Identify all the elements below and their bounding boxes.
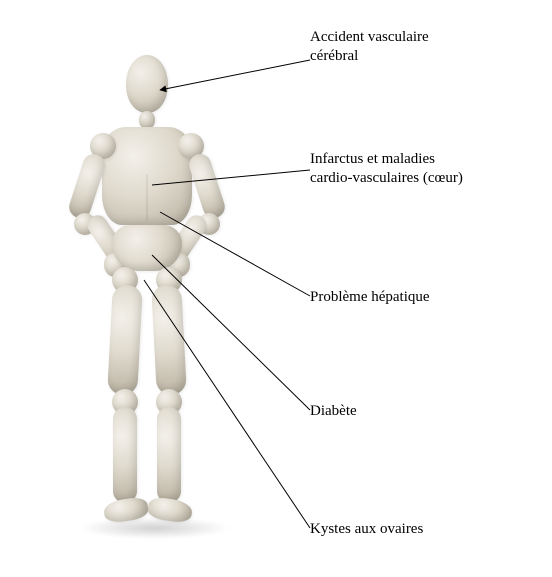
mannequin-head [126,55,168,113]
mannequin-thigh-left [107,284,143,395]
label-avc: Accident vasculaire cérébral [310,28,429,66]
label-diabete: Diabète [310,402,357,421]
label-kystes: Kystes aux ovaires [310,520,423,539]
mannequin-figure [30,55,250,545]
mannequin-pelvis [112,225,182,271]
mannequin-shadow [80,517,230,539]
label-infarctus: Infarctus et maladies cardio-vasculaires… [310,150,463,188]
mannequin-upper-arm-right [186,151,227,221]
mannequin-thigh-right [151,284,187,395]
mannequin-shin-right [157,407,181,503]
mannequin-shin-left [113,407,137,503]
label-hepatique: Problème hépatique [310,288,430,307]
diagram-canvas: Accident vasculaire cérébral Infarctus et… [0,0,552,577]
